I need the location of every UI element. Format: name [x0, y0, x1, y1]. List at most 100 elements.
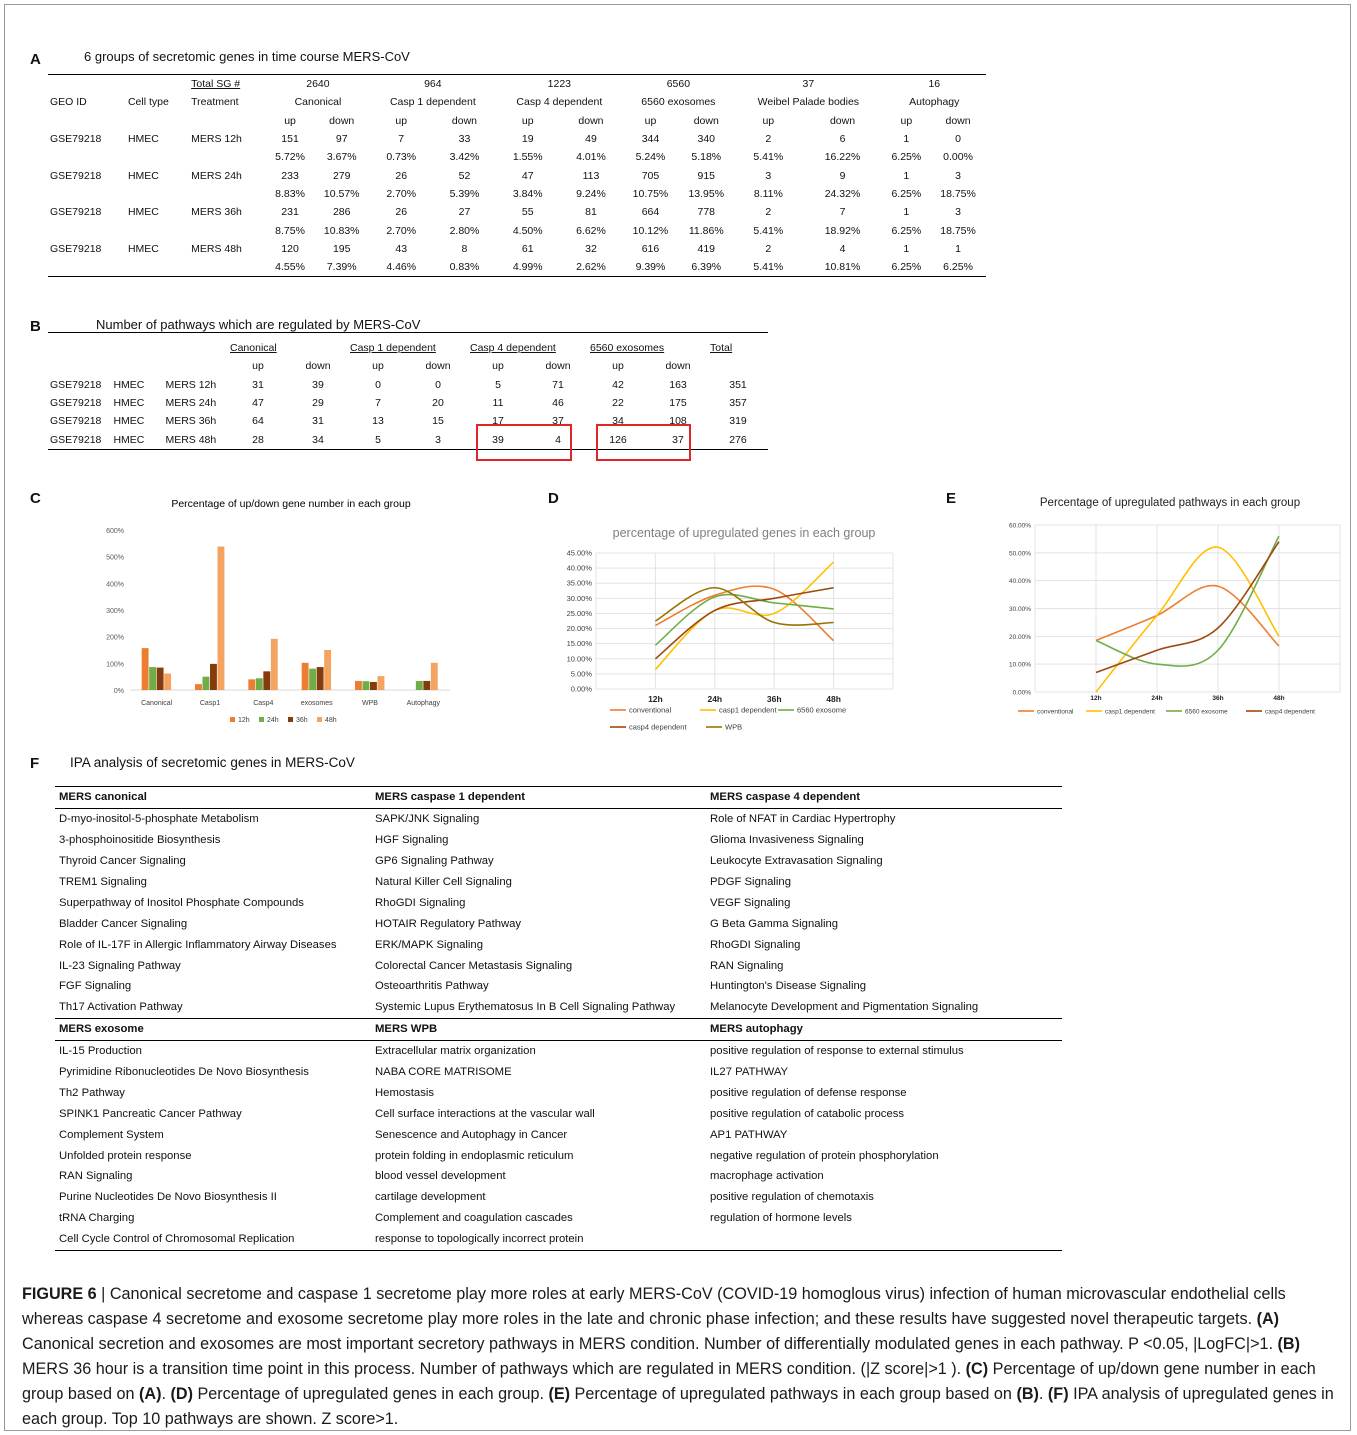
count-cell: 52 [458, 169, 471, 182]
pathway-count-cell: 163 [669, 378, 687, 391]
ipa-pathway-name: Cell surface interactions at the vascula… [375, 1107, 595, 1120]
y-tick-label: 600% [106, 528, 124, 535]
count-cell: 231 [281, 206, 299, 219]
legend-label: 6560 exosome [797, 706, 846, 715]
ipa-pathway-name: Th17 Activation Pathway [59, 1001, 183, 1014]
pathway-count-cell: 20 [432, 397, 444, 410]
cell-type-cell: HMEC [111, 430, 152, 450]
empty-cell [189, 112, 266, 130]
legend-label: casp4 dependent [629, 723, 687, 732]
table-row: GSE79218 HMEC MERS 12h 151 97 7 33 19 49 344 340 2 6… [48, 130, 986, 148]
group-header: Total [708, 332, 768, 358]
treatment-cell: MERS 24h [165, 397, 217, 410]
y-tick-label: 300% [106, 608, 124, 615]
y-tick-label: 400% [106, 581, 124, 588]
count-cell: 32 [585, 242, 597, 255]
group-header: Canonical [228, 332, 348, 358]
y-tick-label: 30.00% [1009, 606, 1031, 613]
y-tick-label: 50.00% [1009, 550, 1031, 557]
count-cell: 344 [641, 133, 660, 146]
line-chart-upregulated-genes: percentage of upregulated genes in each … [567, 526, 894, 732]
up-down-label: up [612, 360, 624, 373]
up-down-label: up [762, 114, 775, 127]
total-sg-value: 964 [369, 74, 497, 94]
table-row-percent: 8.83% 10.57% 2.70% 5.39% 3.84% 9.24% 10.75% 13.… [48, 185, 986, 203]
treatment-cell: MERS 48h [151, 430, 228, 450]
percent-cell: 10.81% [802, 257, 883, 278]
x-tick-label: 12h [1090, 695, 1101, 702]
ipa-pathway-name: cartilage development [375, 1191, 486, 1204]
empty-cell [708, 357, 768, 375]
table-a-header-row: GEO ID Cell type Treatment Canonical Casp 1 … [48, 93, 986, 111]
pathway-count-cell: 5 [495, 378, 501, 391]
y-tick-label: 10.00% [567, 654, 593, 663]
percent-cell: 8.11% [753, 187, 783, 200]
ipa-pathway-name: ERK/MAPK Signaling [375, 938, 483, 951]
ipa-row: Superpathway of Inositol Phosphate Compo… [55, 892, 1062, 913]
ipa-row: SPINK1 Pancreatic Cancer Pathway Cell sur… [55, 1103, 1062, 1124]
panel-a-title: 6 groups of secretomic genes in time cou… [84, 49, 410, 64]
ipa-pathway-name: Purine Nucleotides De Novo Biosynthesis … [59, 1191, 277, 1204]
percent-cell: 5.39% [449, 187, 480, 200]
count-cell: 0 [955, 133, 961, 146]
count-cell: 286 [332, 206, 351, 219]
caption-panel-tag: (A) [1256, 1310, 1280, 1328]
ipa-pathway-name: RhoGDI Signaling [710, 938, 801, 951]
x-tick-label: Canonical [141, 700, 173, 707]
bar-36h-WPB [370, 682, 377, 690]
pathway-count-cell: 37 [552, 415, 564, 428]
table-b-group-row: Canonical Casp 1 dependent Casp 4 dependen… [48, 332, 768, 358]
y-tick-label: 15.00% [567, 639, 593, 648]
y-tick-label: 0.00% [1013, 690, 1032, 697]
percent-cell: 3.67% [326, 151, 357, 164]
percent-cell: 4.55% [266, 257, 314, 278]
bar-48h-Canonical [164, 673, 172, 690]
empty-cell [48, 148, 126, 166]
table-b-updown-row: up down up down up down up down [48, 357, 768, 375]
line-chart-upregulated-pathways: Percentage of upregulated pathways in ea… [1009, 497, 1341, 716]
bar-36h-Casp4 [263, 671, 271, 690]
legend-label: 24h [267, 717, 279, 724]
empty-cell [189, 221, 266, 239]
ipa-pathway-name: Thyroid Cancer Signaling [59, 855, 186, 868]
pathway-count-cell: 34 [612, 415, 624, 428]
ipa-pathway-name: Role of IL-17F in Allergic Inflammatory … [59, 938, 337, 951]
ipa-row: IL-23 Signaling Pathway Colorectal Cancer… [55, 955, 1062, 976]
up-down-label: down [945, 114, 971, 127]
ipa-pathway-name: Huntington's Disease Signaling [710, 980, 867, 993]
percent-cell: 4.99% [496, 257, 560, 278]
percent-cell: 6.25% [930, 257, 986, 278]
ipa-pathway-name: IL-23 Signaling Pathway [59, 959, 181, 972]
percent-cell: 6.39% [678, 257, 735, 278]
count-cell: 3 [955, 206, 961, 219]
up-down-label: down [829, 114, 856, 127]
up-down-label: up [900, 114, 913, 127]
up-down-label: up [284, 114, 296, 127]
x-tick-label: Casp4 [253, 700, 273, 707]
table-row: GSE79218 HMEC MERS 36h 231 286 26 27 55 81 664 778… [48, 203, 986, 221]
bar-36h-Casp1 [210, 663, 217, 690]
pathways-table: Canonical Casp 1 dependent Casp 4 dependen… [48, 332, 768, 450]
ipa-pathway-name: Colorectal Cancer Metastasis Signaling [375, 959, 573, 972]
empty-cell [189, 185, 266, 203]
pathway-count-cell: 319 [729, 415, 747, 428]
table-row-percent: 8.75% 10.83% 2.70% 2.80% 4.50% 6.62% 10.12% 11.… [48, 221, 986, 239]
treatment-cell: MERS 12h [165, 378, 217, 391]
geo-id-cell: GSE79218 [50, 169, 102, 182]
empty-cell [125, 257, 190, 278]
legend-label: 36h [296, 717, 308, 724]
panel-e-letter: E [946, 490, 957, 507]
percent-cell: 8.75% [275, 224, 305, 237]
percent-cell: 4.46% [369, 257, 433, 278]
total-sg-value: 16 [882, 74, 986, 94]
y-tick-label: 200% [106, 635, 124, 642]
count-cell: 55 [521, 206, 534, 219]
caption-panel-tag: (B) [1016, 1385, 1039, 1403]
ipa-row: Th2 Pathway Hemostasis positive regulation… [55, 1082, 1062, 1103]
bar-12h-Casp4 [248, 679, 256, 690]
y-tick-label: 40.00% [1009, 578, 1031, 585]
empty-cell [111, 357, 151, 375]
ipa-pathway-name: GP6 Signaling Pathway [375, 855, 494, 868]
pathway-count-cell: 46 [552, 397, 564, 410]
total-sg-value: 37 [734, 74, 883, 94]
